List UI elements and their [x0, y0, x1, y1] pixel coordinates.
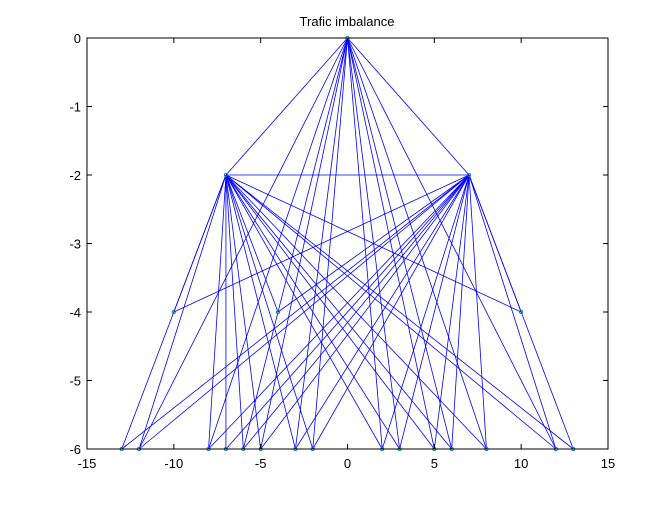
y-tick-label-4: -4: [69, 305, 81, 320]
edge-line-12: [347, 37, 453, 450]
edge-line-8: [312, 37, 348, 450]
y-tick-label-0: 0: [74, 31, 81, 46]
edge-lines: [121, 37, 574, 450]
x-axis-ticks: -15 -10 -5 0 5 10 15: [78, 38, 615, 471]
edge-line-0: [225, 37, 348, 176]
chart-title: Trafic imbalance: [300, 14, 395, 29]
edge-line-45: [399, 174, 470, 450]
edge-line-41: [260, 174, 470, 450]
edge-line-6: [260, 37, 348, 450]
edge-line-39: [225, 174, 470, 450]
edge-line-40: [242, 174, 470, 450]
edge-line-47: [451, 174, 470, 450]
y-tick-label-3: -3: [69, 237, 81, 252]
edge-line-27: [225, 174, 435, 450]
edge-line-49: [468, 174, 557, 450]
edge-line-26: [225, 174, 400, 450]
edge-line-33: [173, 174, 470, 313]
edge-line-36: [121, 174, 470, 450]
y-tick-label-6: -6: [69, 442, 81, 457]
edge-line-18: [138, 174, 227, 450]
node-marker-1: [223, 172, 228, 178]
node-marker-4: [275, 309, 281, 315]
edge-line-37: [138, 174, 470, 450]
x-tick-label-6: 15: [601, 456, 615, 471]
y-tick-label-5: -5: [69, 374, 81, 389]
edge-line-46: [433, 174, 470, 450]
edge-line-23: [225, 174, 296, 450]
edge-line-43: [312, 174, 470, 450]
y-axis-ticks: 0 -1 -2 -3 -4 -5 -6: [69, 31, 608, 457]
edge-line-11: [347, 37, 435, 450]
x-tick-label-3: 0: [344, 456, 351, 471]
edge-line-34: [277, 174, 470, 313]
node-marker-2: [467, 172, 472, 178]
edge-line-42: [295, 174, 470, 450]
edge-line-19: [208, 174, 227, 450]
edge-line-1: [347, 37, 470, 176]
x-tick-label-5: 10: [514, 456, 528, 471]
edge-line-5: [242, 37, 348, 450]
edge-line-22: [225, 174, 262, 450]
x-tick-label-1: -10: [164, 456, 183, 471]
edge-line-21: [225, 174, 244, 450]
y-tick-label-1: -1: [69, 100, 81, 115]
edge-line-9: [347, 37, 383, 450]
edge-line-38: [208, 174, 470, 450]
node-marker-5: [519, 309, 524, 315]
edge-line-24: [225, 174, 314, 450]
edge-line-48: [468, 174, 487, 450]
edge-line-50: [468, 174, 574, 450]
x-tick-label-2: -5: [255, 456, 267, 471]
edge-line-16: [225, 174, 279, 313]
x-tick-label-0: -15: [78, 456, 97, 471]
edge-line-44: [381, 174, 470, 450]
node-marker-3: [171, 309, 176, 315]
y-tick-label-2: -2: [69, 168, 81, 183]
x-tick-label-4: 5: [431, 456, 438, 471]
edge-line-31: [225, 174, 574, 450]
